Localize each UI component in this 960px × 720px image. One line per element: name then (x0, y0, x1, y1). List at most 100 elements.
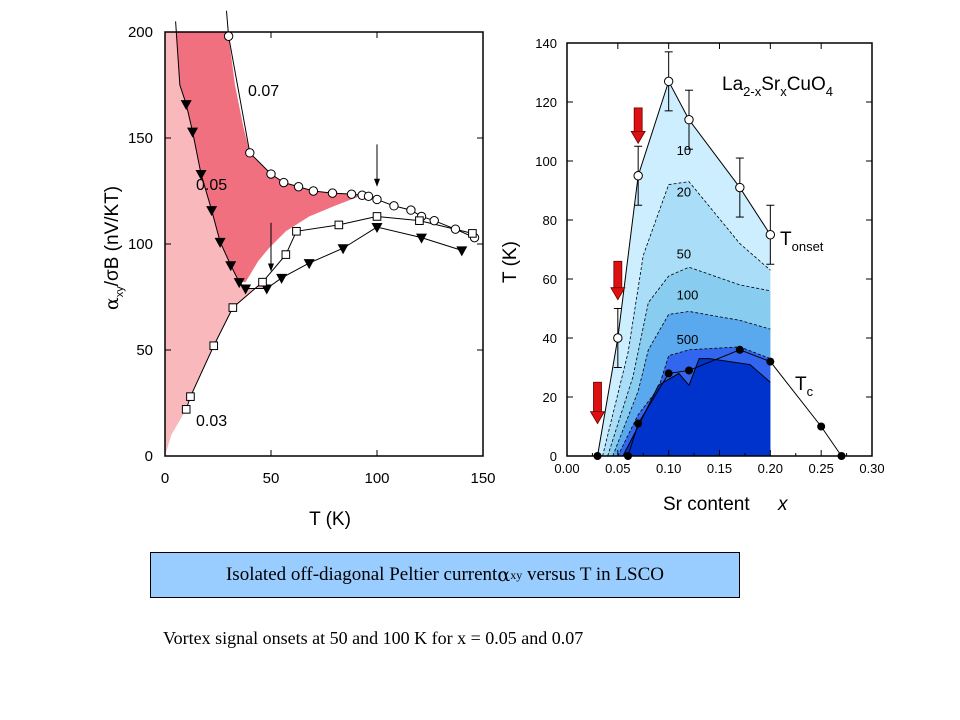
point-0.03 (186, 392, 195, 401)
series-label-0.05: 0.05 (196, 177, 227, 194)
alpha-symbol: α (101, 297, 123, 310)
point-0.05 (371, 223, 383, 234)
caption-prefix: Isolated off-diagonal Peltier current (225, 564, 498, 585)
point-0.03 (281, 250, 291, 259)
contour-line-100 (612, 311, 771, 456)
point-0.07 (245, 148, 255, 158)
point-0.05 (337, 244, 349, 255)
point-0.07 (308, 186, 319, 196)
point-0.05 (195, 170, 207, 181)
contour-label-100: 100 (677, 288, 699, 303)
left-shaded-regions (165, 32, 363, 456)
x-tick-label: 0.20 (758, 461, 783, 476)
ylabel-subscript: xy (114, 286, 126, 298)
point-0.03 (372, 212, 382, 221)
red-arrow-head (610, 287, 626, 301)
tc-label: Tc (795, 374, 814, 399)
x-tick-label: 50 (263, 470, 280, 487)
right-chart: 10 20 50 100 500 0.00 0.05 0.10 0.15 0.20 0.25 0.3… (500, 36, 885, 515)
tc-point (593, 452, 602, 460)
y-tick-label: 50 (136, 342, 153, 359)
point-0.07 (429, 215, 439, 226)
point-0.03 (228, 303, 238, 312)
point-0.05 (214, 237, 226, 248)
x-tick-label: 100 (364, 470, 389, 487)
t-onset-point (735, 182, 745, 193)
left-x-axis-label: T (K) (309, 509, 351, 530)
left-y-axis-label: αxy/σB (nV/KT) (101, 186, 126, 310)
y-tick-label: 120 (535, 95, 557, 110)
caption-sub: xy (510, 567, 523, 582)
y-tick-label: 60 (543, 272, 557, 287)
arrow-head (268, 263, 274, 272)
point-0.05 (233, 278, 245, 289)
point-0.05 (261, 284, 273, 295)
contour-regions: 10 20 50 100 500 (597, 81, 771, 456)
left-arrows (268, 144, 380, 272)
red-arrows (589, 107, 646, 425)
t-onset-point (613, 333, 623, 343)
point-0.07 (327, 188, 338, 198)
x-tick-label: 0.25 (809, 461, 834, 476)
point-0.05 (187, 127, 199, 138)
y-tick-label: 0 (145, 448, 153, 465)
x-tick-label: 0.10 (656, 461, 681, 476)
point-0.05 (303, 259, 315, 270)
tc-point (685, 366, 693, 375)
arrow-head (374, 178, 380, 187)
point-0.03 (181, 405, 191, 414)
series-label-0.07: 0.07 (248, 83, 279, 100)
point-0.07 (372, 194, 382, 205)
right-x-axis-var: x (777, 494, 789, 515)
tc-point (837, 452, 846, 460)
contour-fill-core (622, 358, 771, 456)
y-tick-label: 100 (535, 154, 557, 169)
t-onset-point (663, 76, 674, 87)
x-tick-label: 0 (161, 470, 169, 487)
point-0.05 (240, 284, 252, 295)
left-chart: 0 50 100 150 0 50 100 150 200 T (K) αxy/σB (nV/K… (101, 10, 496, 530)
x-tick-label: 0.00 (554, 461, 579, 476)
tc-point (634, 419, 643, 428)
right-x-axis-label: Sr content (663, 494, 750, 515)
t-onset-point (684, 115, 694, 125)
point-0.07 (223, 31, 234, 41)
contour-label-20: 20 (677, 184, 691, 199)
point-0.07 (266, 169, 276, 179)
tc-point (624, 452, 632, 460)
point-0.03 (209, 341, 219, 351)
left-series (175, 10, 480, 414)
tc-point (735, 345, 744, 354)
point-0.07 (406, 205, 416, 215)
t-onset-label: Tonset (780, 229, 824, 254)
y-tick-label: 0 (550, 449, 557, 464)
point-0.07 (293, 182, 304, 192)
point-0.07 (279, 177, 289, 188)
note-text: Vortex signal onsets at 50 and 100 K for… (163, 628, 584, 648)
right-series (593, 51, 846, 460)
contour-label-500: 500 (677, 332, 699, 347)
red-arrow-shaft (613, 260, 623, 290)
point-0.03 (258, 277, 267, 287)
y-tick-label: 150 (128, 130, 153, 147)
series-label-0.03: 0.03 (196, 413, 227, 430)
caption-suffix: versus T in LSCO (522, 564, 665, 585)
y-tick-label: 40 (543, 331, 557, 346)
x-tick-label: 150 (470, 470, 495, 487)
right-y-axis-label: T (K) (500, 241, 521, 283)
contour-line-50 (607, 266, 771, 456)
compound-title: La2-xSrxCuO4 (722, 74, 833, 99)
point-0.05 (206, 206, 218, 217)
shaded-region-0.07 (175, 32, 363, 283)
y-tick-label: 80 (543, 213, 557, 228)
x-tick-label: 0.15 (707, 461, 732, 476)
red-arrow-head (630, 130, 646, 145)
y-tick-label: 20 (543, 390, 557, 405)
shaded-region-0.03 (165, 32, 267, 456)
point-0.05 (456, 246, 468, 257)
point-0.05 (416, 233, 428, 244)
y-tick-label: 140 (535, 36, 557, 51)
y-tick-label: 200 (128, 24, 153, 41)
